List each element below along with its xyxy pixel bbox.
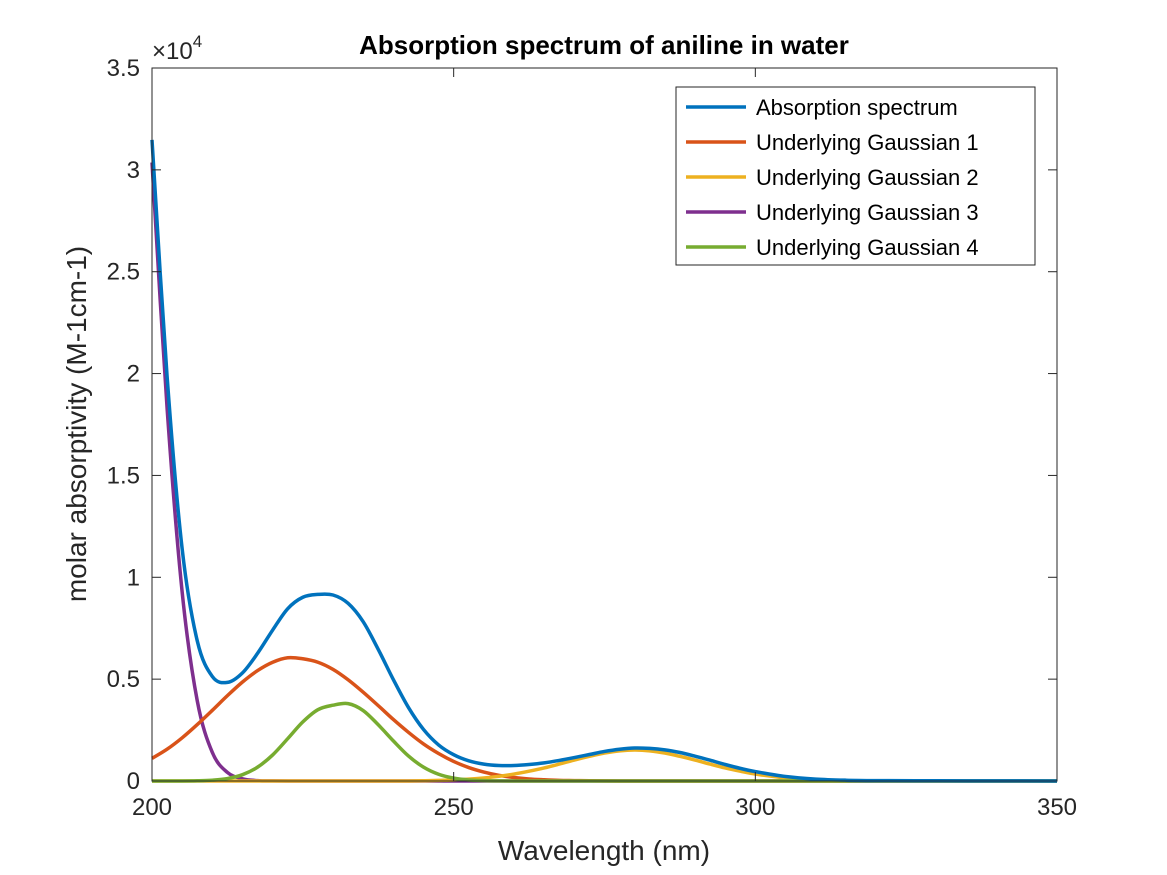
legend-label-underlying-gaussian-4: Underlying Gaussian 4	[756, 235, 979, 260]
legend-label-absorption-spectrum: Absorption spectrum	[756, 95, 958, 120]
y-tick-label: 1	[127, 564, 140, 591]
series-line-absorption-spectrum	[150, 139, 1058, 783]
y-tick-label: 0.5	[107, 666, 140, 693]
y-exponent-base: ×10	[152, 38, 193, 65]
chart-title: Absorption spectrum of aniline in water	[359, 30, 849, 60]
legend-label-underlying-gaussian-3: Underlying Gaussian 3	[756, 200, 979, 225]
legend: Absorption spectrum Underlying Gaussian 1…	[675, 86, 1036, 266]
x-tick-label: 200	[132, 794, 172, 821]
x-tick-label: 350	[1037, 794, 1077, 821]
legend-label-underlying-gaussian-2: Underlying Gaussian 2	[756, 165, 979, 190]
x-axis-label: Wavelength (nm)	[498, 835, 710, 866]
y-tick-label: 2.5	[107, 259, 140, 286]
y-exponent-power: 4	[193, 32, 202, 51]
x-tick-label: 300	[735, 794, 775, 821]
y-tick-label: 2	[127, 361, 140, 388]
y-axis-label: molar absorptivity (M-1cm-1)	[61, 246, 92, 602]
legend-label-underlying-gaussian-1: Underlying Gaussian 1	[756, 130, 979, 155]
ticks-layer: 200 250 300 350 0 0.5 1 1.5 2 2.5 3 3.5	[107, 55, 1077, 821]
y-exponent-label: ×104	[152, 32, 202, 65]
y-tick-label: 3	[127, 157, 140, 184]
y-tick-label: 0	[127, 768, 140, 795]
plot-area-frame	[151, 67, 1058, 782]
x-tick-label: 250	[434, 794, 474, 821]
y-tick-label: 3.5	[107, 55, 140, 82]
y-tick-label: 1.5	[107, 462, 140, 489]
